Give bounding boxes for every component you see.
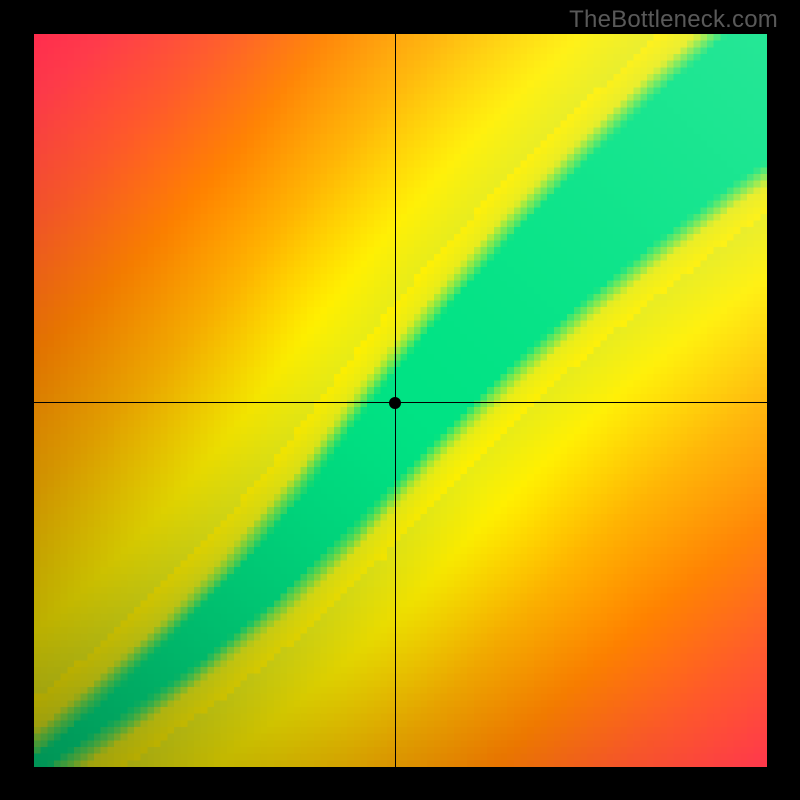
crosshair-marker-dot <box>389 397 401 409</box>
chart-container: TheBottleneck.com <box>0 0 800 800</box>
watermark-text: TheBottleneck.com <box>569 6 778 34</box>
